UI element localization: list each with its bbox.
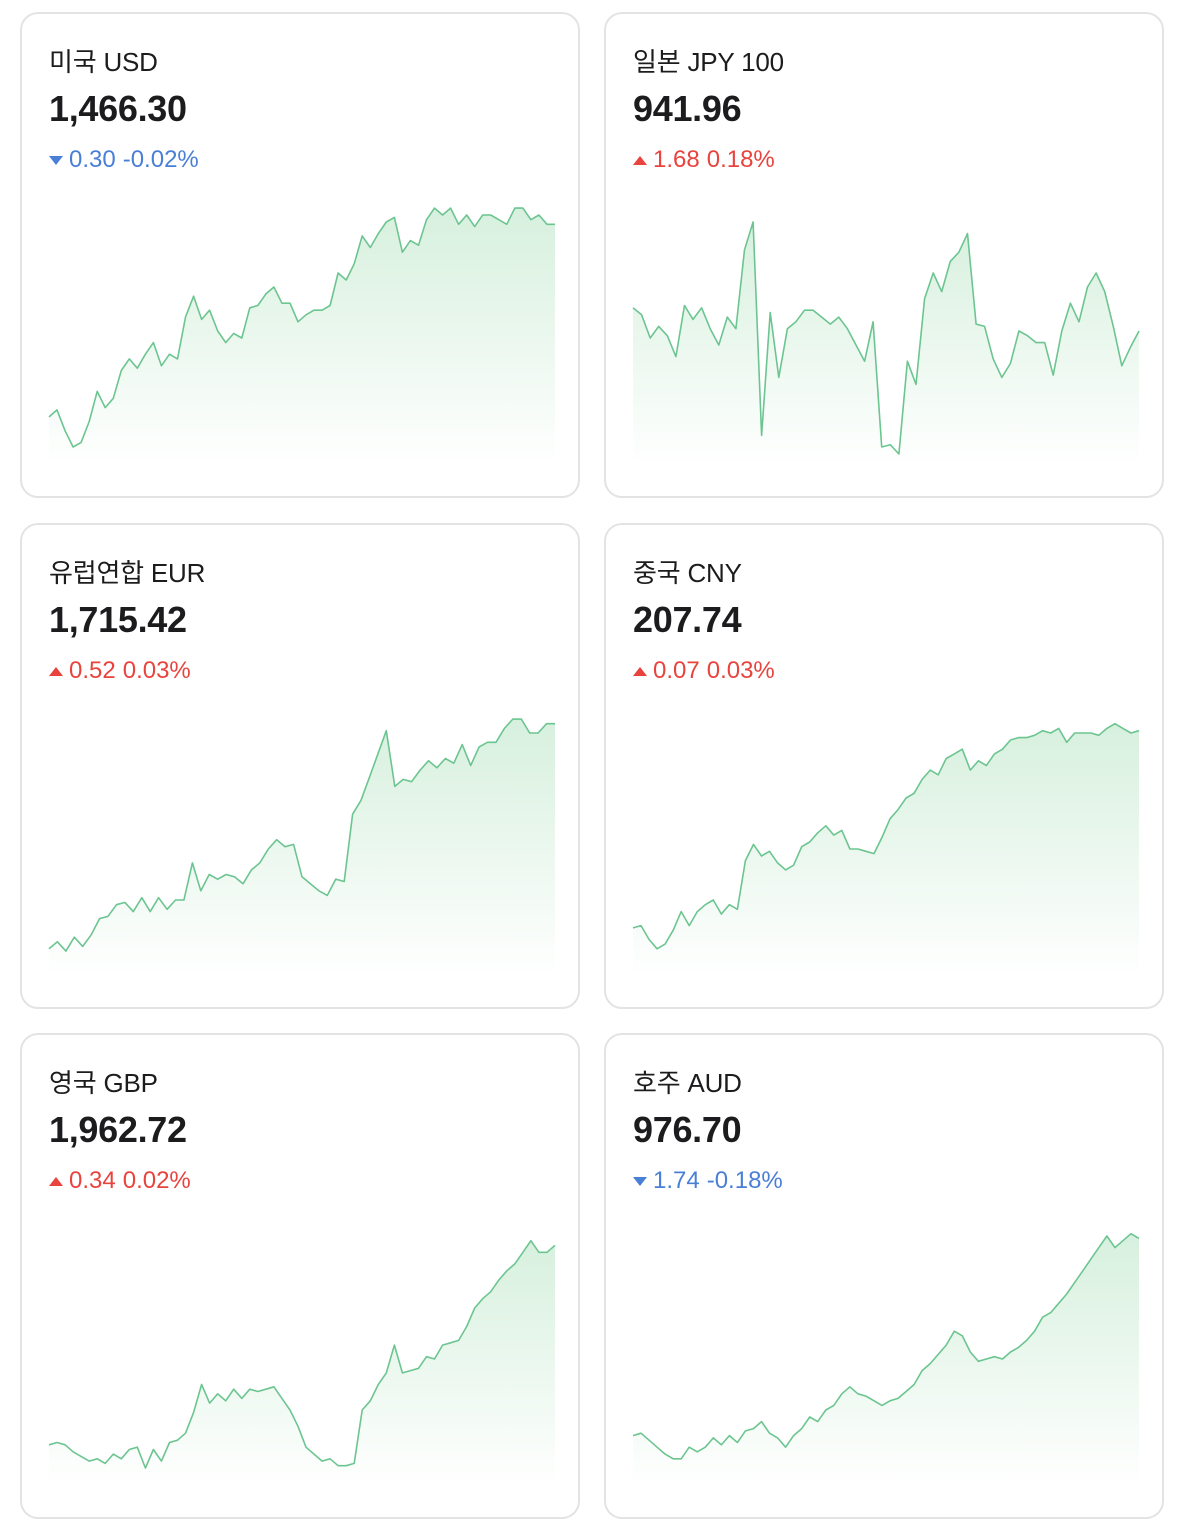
sparkline-line [48, 1239, 556, 1469]
sparkline-line [632, 1232, 1140, 1460]
sparkline-line [48, 718, 555, 952]
exchange-rate-value: 1,715.42 [49, 599, 187, 640]
change-arrow-icon [633, 155, 647, 165]
sparkline-chart [632, 221, 1140, 466]
sparkline-line [48, 207, 555, 448]
change-arrow-icon [633, 1176, 647, 1186]
rate-card-eur[interactable]: 유럽연합 EUR 1,715.42 0.52 0.03% [20, 523, 580, 1009]
rate-change: 0.30 -0.02% [49, 146, 199, 174]
change-percent: 0.18% [706, 146, 775, 173]
change-percent: 0.03% [122, 657, 191, 684]
currency-name: 미국 USD [49, 47, 158, 77]
sparkline-chart [48, 207, 555, 466]
change-amount: 0.07 [653, 657, 700, 684]
rate-change: 1.68 0.18% [633, 146, 775, 174]
sparkline-line [632, 221, 1140, 455]
change-arrow-icon [49, 666, 63, 676]
sparkline-area [49, 719, 555, 977]
sparkline-area [633, 1233, 1139, 1487]
sparkline-chart [632, 1232, 1140, 1487]
change-percent: 0.02% [122, 1167, 191, 1194]
currency-name: 일본 JPY 100 [633, 47, 784, 77]
rate-card-usd[interactable]: 미국 USD 1,466.30 0.30 -0.02% [20, 12, 580, 498]
change-percent: -0.02% [122, 146, 199, 173]
sparkline-chart [48, 1239, 556, 1487]
rate-change: 0.52 0.03% [49, 657, 191, 685]
change-amount: 1.68 [653, 146, 700, 173]
rate-card-jpy[interactable]: 일본 JPY 100 941.96 1.68 0.18% [604, 12, 1164, 498]
currency-name: 호주 AUD [633, 1068, 742, 1098]
change-amount: 0.52 [69, 657, 116, 684]
change-amount: 0.30 [69, 146, 116, 173]
exchange-rate-value: 207.74 [633, 599, 742, 640]
rate-card-aud[interactable]: 호주 AUD 976.70 1.74 -0.18% [604, 1033, 1164, 1519]
rate-change: 0.34 0.02% [49, 1167, 191, 1195]
sparkline-chart [632, 722, 1140, 977]
currency-name: 중국 CNY [633, 558, 742, 588]
sparkline-area [49, 208, 555, 466]
change-percent: 0.03% [706, 657, 775, 684]
currency-name: 영국 GBP [49, 1068, 158, 1098]
rate-card-gbp[interactable]: 영국 GBP 1,962.72 0.34 0.02% [20, 1033, 580, 1519]
change-arrow-icon [49, 155, 63, 165]
change-percent: -0.18% [706, 1167, 783, 1194]
exchange-rate-value: 941.96 [633, 88, 742, 129]
rate-change: 0.07 0.03% [633, 657, 775, 685]
sparkline-area [49, 1240, 555, 1487]
sparkline-line [632, 722, 1140, 950]
rate-card-cny[interactable]: 중국 CNY 207.74 0.07 0.03% [604, 523, 1164, 1009]
change-arrow-icon [49, 1176, 63, 1186]
currency-name: 유럽연합 EUR [49, 558, 206, 588]
exchange-rate-value: 1,466.30 [49, 88, 187, 129]
sparkline-area [633, 723, 1139, 977]
sparkline-area [633, 222, 1139, 466]
exchange-rate-value: 976.70 [633, 1109, 742, 1150]
change-arrow-icon [633, 666, 647, 676]
rate-change: 1.74 -0.18% [633, 1167, 783, 1195]
exchange-rate-value: 1,962.72 [49, 1109, 187, 1150]
change-amount: 0.34 [69, 1167, 116, 1194]
sparkline-chart [48, 718, 555, 977]
change-amount: 1.74 [653, 1167, 700, 1194]
